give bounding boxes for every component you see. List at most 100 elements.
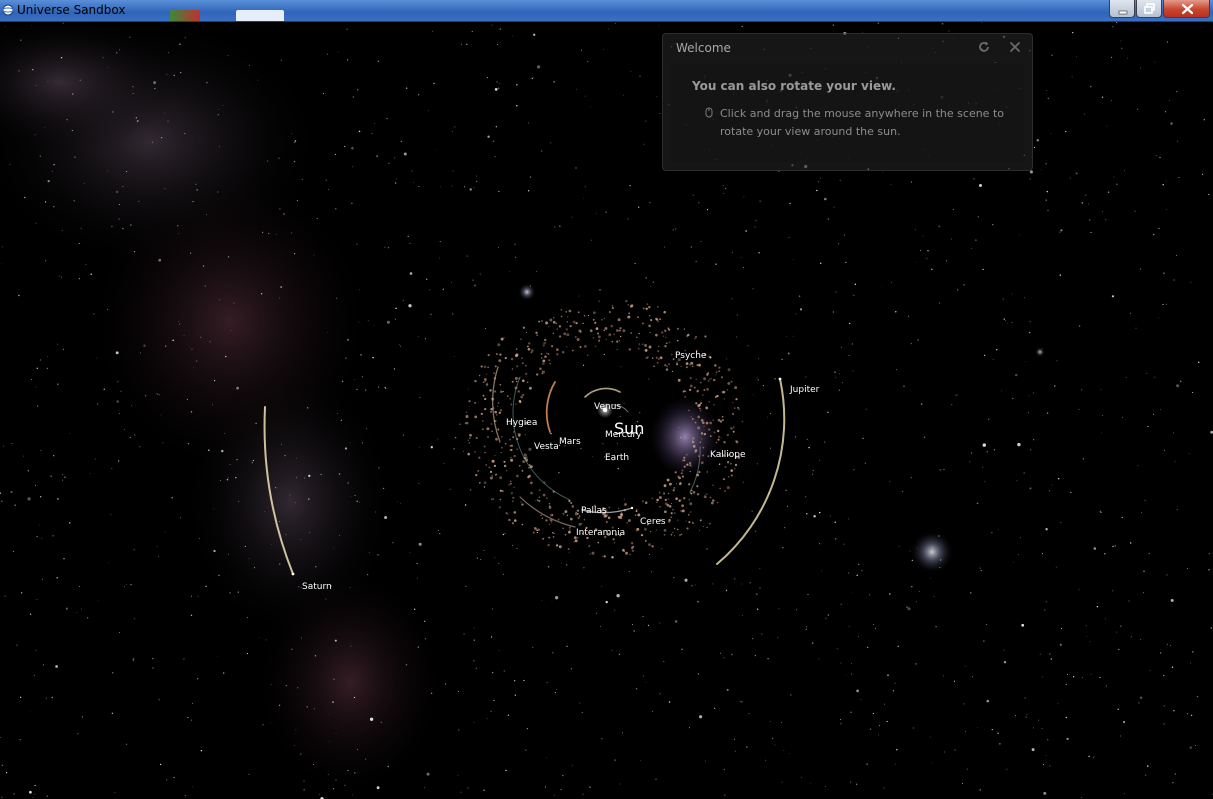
star <box>1028 412 1030 414</box>
venus-label[interactable]: Venus <box>594 402 621 412</box>
star <box>532 646 534 649</box>
saturn-label[interactable]: Saturn <box>302 582 332 592</box>
asteroid <box>607 532 611 536</box>
star <box>1070 491 1072 493</box>
star <box>986 623 988 625</box>
mercury-label[interactable]: Mercury <box>605 430 642 440</box>
asteroid <box>477 469 480 472</box>
earth-label[interactable]: Earth <box>605 453 629 463</box>
nebula <box>650 397 720 477</box>
star <box>1102 415 1103 417</box>
asteroid <box>562 512 565 515</box>
asteroid <box>689 502 693 506</box>
star <box>943 675 944 677</box>
jupiter-label[interactable]: Jupiter <box>789 385 820 395</box>
star <box>31 25 33 27</box>
asteroid <box>718 366 721 369</box>
asteroid <box>657 320 660 323</box>
star <box>1033 147 1036 149</box>
asteroid <box>527 342 531 345</box>
star <box>487 366 489 368</box>
star <box>469 188 472 191</box>
star <box>1123 170 1125 172</box>
asteroid <box>603 555 606 558</box>
star <box>1039 653 1041 655</box>
star <box>1167 41 1168 43</box>
psyche-label[interactable]: Psyche <box>675 351 707 361</box>
star <box>1059 643 1062 646</box>
simulation-viewport[interactable]: Sun Venus Mercury Earth Mars Vesta Hygie… <box>0 22 1213 799</box>
star <box>423 787 426 789</box>
space-scene[interactable]: Sun Venus Mercury Earth Mars Vesta Hygie… <box>0 22 1213 799</box>
star <box>922 235 924 237</box>
star <box>300 637 302 639</box>
star <box>614 759 616 761</box>
hygiea-label[interactable]: Hygiea <box>506 418 537 428</box>
star <box>29 790 32 794</box>
pallas-label[interactable]: Pallas <box>581 506 607 516</box>
sun-label[interactable]: Sun <box>614 419 644 438</box>
star <box>970 592 972 594</box>
asteroid <box>644 344 647 347</box>
star <box>78 277 81 280</box>
star <box>347 482 349 484</box>
star <box>587 61 589 63</box>
asteroid <box>556 348 559 351</box>
asteroid <box>619 327 622 330</box>
star <box>106 170 108 172</box>
asteroid <box>673 535 676 537</box>
star <box>504 532 506 535</box>
star <box>629 185 631 187</box>
reset-icon[interactable] <box>976 39 992 55</box>
star <box>1147 765 1149 767</box>
asteroid <box>521 357 523 359</box>
asteroid <box>611 307 614 310</box>
asteroid <box>513 519 517 522</box>
star <box>536 65 541 69</box>
asteroid <box>542 537 544 540</box>
asteroid <box>548 523 551 526</box>
mars-label[interactable]: Mars <box>559 437 581 447</box>
sun-core[interactable] <box>602 407 608 413</box>
star <box>473 627 475 629</box>
title-bar[interactable]: Universe Sandbox <box>0 0 1213 22</box>
close-icon[interactable] <box>1007 39 1023 55</box>
star <box>699 715 703 719</box>
star <box>1117 708 1119 710</box>
star <box>195 360 198 362</box>
star <box>341 380 344 383</box>
asteroid <box>709 496 712 499</box>
star <box>1011 293 1013 295</box>
star <box>1088 203 1090 205</box>
star <box>1093 547 1097 550</box>
kalliope-label[interactable]: Kalliope <box>710 450 746 460</box>
star <box>1190 714 1193 717</box>
restore-button[interactable] <box>1136 0 1162 18</box>
star <box>332 701 334 703</box>
asteroid <box>465 421 469 425</box>
star <box>1085 625 1087 627</box>
star <box>1124 793 1125 794</box>
star <box>1120 625 1122 627</box>
star <box>1030 449 1032 451</box>
interamnia-label[interactable]: Interamnia <box>576 528 625 538</box>
minimize-button[interactable] <box>1109 0 1135 18</box>
asteroid <box>719 455 722 458</box>
close-window-button[interactable] <box>1163 0 1210 18</box>
star <box>1006 768 1008 770</box>
star <box>1139 696 1143 699</box>
asteroid <box>546 497 548 499</box>
asteroid <box>569 529 571 531</box>
asteroid <box>538 489 541 492</box>
star <box>819 543 821 545</box>
asteroid <box>469 437 471 439</box>
star <box>463 633 465 635</box>
star <box>1115 22 1118 23</box>
vesta-label[interactable]: Vesta <box>534 442 559 452</box>
star <box>812 470 814 472</box>
ceres-label[interactable]: Ceres <box>640 517 666 527</box>
star <box>458 729 460 731</box>
star <box>30 710 31 712</box>
asteroid <box>704 335 707 338</box>
star <box>312 764 314 766</box>
